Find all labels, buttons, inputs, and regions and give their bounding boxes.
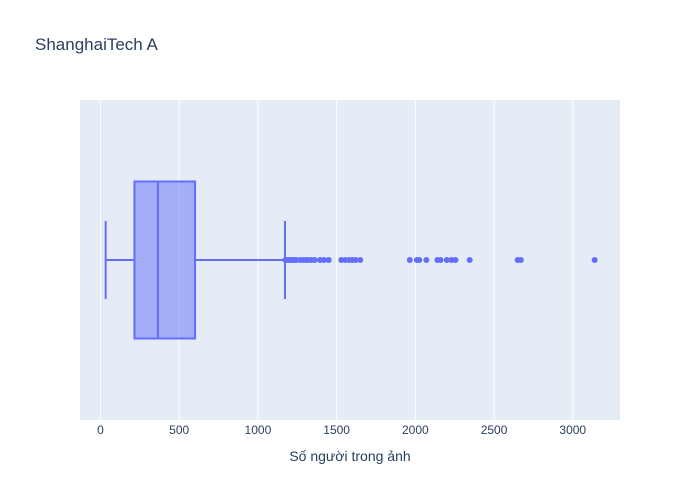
x-tick-label-1500: 1500 <box>323 423 350 437</box>
outlier-point-13 <box>321 257 328 263</box>
outlier-point-20 <box>357 257 364 263</box>
x-tick-label-500: 500 <box>169 423 189 437</box>
x-tick-label-2500: 2500 <box>481 423 508 437</box>
outlier-point-27 <box>443 257 450 263</box>
outlier-point-30 <box>466 257 473 263</box>
outlier-point-33 <box>591 257 598 263</box>
chart-title: ShanghaiTech A <box>35 35 159 54</box>
box-iqr <box>133 180 197 340</box>
outlier-point-21 <box>406 257 413 263</box>
outlier-point-26 <box>437 257 444 263</box>
x-tick-label-3000: 3000 <box>559 423 586 437</box>
outlier-point-24 <box>423 257 430 263</box>
x-tick-label-2000: 2000 <box>402 423 429 437</box>
x-axis-title: Số người trong ảnh <box>289 448 410 464</box>
outlier-point-11 <box>311 257 318 263</box>
x-tick-label-1000: 1000 <box>245 423 272 437</box>
outlier-point-32 <box>517 257 524 263</box>
outlier-point-19 <box>352 257 359 263</box>
outlier-points <box>282 257 598 263</box>
outlier-point-14 <box>325 257 332 263</box>
outlier-point-29 <box>452 257 459 263</box>
x-axis-ticks: 0 500 1000 1500 2000 2500 3000 <box>97 423 586 437</box>
x-tick-label-0: 0 <box>97 423 104 437</box>
outlier-point-23 <box>416 257 423 263</box>
